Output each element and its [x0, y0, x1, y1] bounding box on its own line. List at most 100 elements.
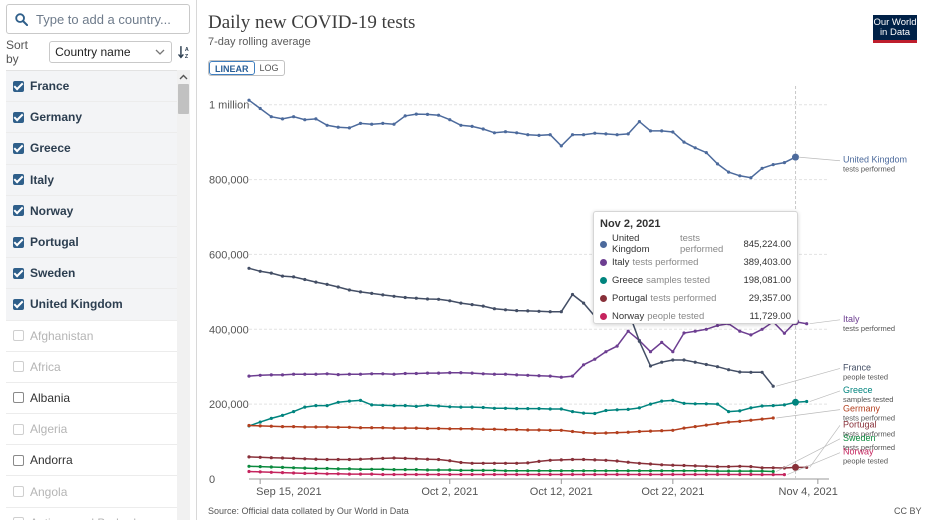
country-item[interactable]: Albania [6, 383, 177, 415]
data-point [749, 472, 753, 477]
checkbox-checked-icon[interactable] [13, 174, 24, 186]
country-item-label: Antigua and Barbuda [30, 516, 143, 520]
checkbox-checked-icon[interactable] [13, 267, 24, 279]
data-point [314, 466, 318, 471]
data-point [637, 120, 641, 124]
data-point [247, 374, 251, 378]
data-point [693, 402, 697, 406]
country-item[interactable]: Andorra [6, 445, 177, 477]
data-point [615, 459, 619, 463]
data-point [403, 426, 407, 430]
country-item[interactable]: Angola [6, 476, 177, 508]
scrollbar-thumb[interactable] [178, 84, 189, 114]
data-point [247, 266, 251, 270]
data-point [693, 425, 697, 429]
data-point [771, 163, 775, 167]
tooltip-value: 29,357.00 [748, 293, 791, 305]
data-point [292, 466, 296, 470]
sort-select[interactable]: Country name [49, 41, 173, 63]
data-point [682, 401, 686, 405]
data-point [682, 358, 686, 362]
country-item[interactable]: Norway [6, 195, 177, 227]
data-point [548, 133, 552, 137]
checkbox-checked-icon[interactable] [13, 111, 24, 123]
checkbox-checked-icon[interactable] [13, 80, 24, 92]
data-point [381, 467, 385, 471]
country-item[interactable]: Afghanistan [6, 321, 177, 352]
country-item[interactable]: Germany [6, 102, 177, 134]
country-search-input[interactable] [36, 11, 186, 27]
data-point [414, 468, 418, 472]
x-tick-label: Sep 15, 2021 [256, 486, 321, 498]
checkbox-empty-icon[interactable] [13, 486, 24, 498]
data-point [515, 428, 519, 432]
checkbox-checked-icon[interactable] [13, 236, 24, 248]
label-leader-line [787, 452, 841, 475]
data-point [403, 404, 407, 408]
owid-logo[interactable]: Our World in Data [873, 15, 917, 43]
data-point [582, 469, 586, 473]
data-point [414, 371, 418, 376]
data-point [292, 275, 296, 279]
chevron-down-icon [155, 49, 165, 55]
checkbox-empty-icon[interactable] [13, 392, 24, 404]
country-list-scrollbar[interactable] [177, 70, 190, 520]
country-item-label: Greece [30, 141, 71, 156]
x-tick-label: Oct 2, 2021 [421, 486, 478, 498]
data-point [414, 112, 418, 116]
data-point [604, 132, 608, 136]
data-point [392, 122, 396, 126]
country-item[interactable]: Sweden [6, 258, 177, 290]
data-point [559, 472, 563, 477]
country-item[interactable]: Algeria [6, 414, 177, 446]
data-point [771, 469, 775, 474]
checkbox-empty-icon[interactable] [13, 361, 24, 373]
scroll-up-icon[interactable] [177, 72, 190, 82]
data-point [370, 457, 374, 461]
checkbox-checked-icon[interactable] [13, 142, 24, 154]
log-scale-button[interactable]: LOG [259, 63, 279, 73]
data-point [414, 472, 418, 477]
checkbox-checked-icon[interactable] [13, 205, 24, 217]
country-search-box[interactable] [6, 4, 190, 34]
sort-order-icon[interactable]: AZ [178, 45, 192, 59]
country-item[interactable]: United Kingdom [6, 289, 177, 321]
checkbox-empty-icon[interactable] [13, 423, 24, 435]
series-metric-label: tests performed [843, 324, 895, 333]
data-point [481, 427, 485, 431]
country-item[interactable]: Greece [6, 133, 177, 165]
data-point [258, 470, 262, 474]
data-point [771, 384, 775, 388]
checkbox-empty-icon[interactable] [13, 454, 24, 466]
data-point [515, 461, 519, 465]
series-line [248, 417, 774, 435]
tooltip-row: Portugal tests performed 29,357.00 [600, 290, 791, 308]
data-point [414, 426, 418, 430]
data-point [637, 472, 641, 477]
data-point [760, 327, 764, 331]
data-point [314, 404, 318, 408]
chart-panel: Daily new COVID-19 tests 7-day rolling a… [197, 0, 930, 520]
data-point [303, 466, 307, 470]
data-point [526, 407, 530, 411]
data-point [704, 151, 708, 155]
country-item[interactable]: Antigua and Barbuda [6, 508, 177, 520]
country-item[interactable]: Portugal [6, 226, 177, 259]
series-label: United Kingdom [843, 155, 907, 165]
data-point [247, 455, 251, 459]
license-link[interactable]: CC BY [894, 506, 922, 516]
data-point [325, 123, 329, 127]
checkbox-checked-icon[interactable] [13, 298, 24, 310]
checkbox-empty-icon[interactable] [13, 517, 24, 520]
checkbox-empty-icon[interactable] [13, 330, 24, 342]
data-point [392, 456, 396, 460]
data-point [381, 293, 385, 297]
data-point [715, 472, 720, 477]
country-item[interactable]: France [6, 71, 177, 103]
data-point [626, 460, 630, 464]
country-item[interactable]: Africa [6, 352, 177, 383]
linear-scale-button[interactable]: LINEAR [209, 61, 255, 75]
line-chart[interactable]: 0 200,000 400,000 600,000 800,000 1 million Se… [197, 0, 930, 520]
country-item[interactable]: Italy [6, 164, 177, 196]
data-point [448, 472, 452, 477]
